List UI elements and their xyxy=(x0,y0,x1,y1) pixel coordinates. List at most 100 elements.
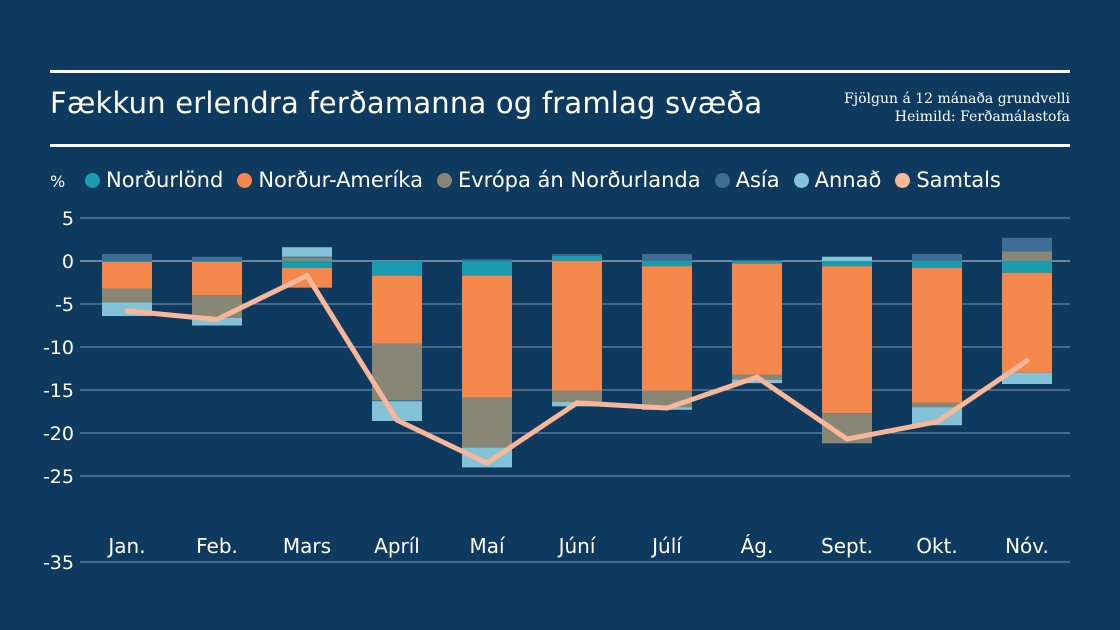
legend-item-evropa: Evrópa án Norðurlanda xyxy=(436,168,701,192)
legend-item-samtals: Samtals xyxy=(895,168,1001,192)
line-point xyxy=(214,316,220,322)
line-point xyxy=(484,460,490,466)
bar-evr-pa-n-nor-urlanda xyxy=(1002,251,1052,261)
line-point xyxy=(394,417,400,423)
bar-nor-url-nd xyxy=(642,261,692,267)
y-tick-label: -5 xyxy=(55,294,74,316)
line-point xyxy=(664,405,670,411)
bar-nor-url-nd xyxy=(822,261,872,267)
legend-item-annad: Annað xyxy=(793,168,882,192)
y-tick-label: 0 xyxy=(62,251,74,273)
bar-nor-ur-amer-ka xyxy=(192,261,242,296)
bar-nor-ur-amer-ka xyxy=(912,267,962,403)
legend-swatch xyxy=(85,172,100,188)
legend-label: Annað xyxy=(814,168,882,192)
bar-as-a xyxy=(102,254,152,261)
legend-label: Asía xyxy=(735,168,780,192)
bar-nor-url-nd xyxy=(1002,261,1052,274)
y-tick-label: -10 xyxy=(43,337,74,359)
bar-nor-ur-amer-ka xyxy=(732,263,782,375)
bottom-rule xyxy=(50,144,1070,147)
bar-anna- xyxy=(282,247,332,257)
bar-nor-ur-amer-ka xyxy=(552,261,602,391)
bar-as-a xyxy=(282,256,332,258)
legend-item-asia: Asía xyxy=(714,168,780,192)
y-tick-label: 5 xyxy=(62,208,74,230)
bar-as-a xyxy=(552,254,602,256)
bar-evr-pa-n-nor-urlanda xyxy=(102,288,152,303)
x-tick-label: Júlí xyxy=(650,534,683,558)
legend-swatch xyxy=(714,172,730,188)
chart-title: Fækkun erlendra ferðamanna og framlag sv… xyxy=(50,86,763,120)
bar-anna- xyxy=(1002,372,1052,384)
legend-swatch xyxy=(436,172,452,188)
bar-as-a xyxy=(192,256,242,261)
legend-label: Samtals xyxy=(916,168,1001,192)
bar-nor-url-nd xyxy=(552,255,602,261)
bar-nor-url-nd xyxy=(372,261,422,276)
legend-label: Norður-Ameríka xyxy=(258,168,423,192)
y-axis-unit: % xyxy=(50,172,66,191)
bar-nor-ur-amer-ka xyxy=(642,266,692,391)
bar-nor-url-nd xyxy=(732,261,782,264)
bar-nor-ur-amer-ka xyxy=(822,266,872,414)
bar-anna- xyxy=(732,379,782,384)
bar-evr-pa-n-nor-urlanda xyxy=(282,257,332,261)
bar-nor-ur-amer-ka xyxy=(462,275,512,398)
line-point xyxy=(304,273,310,279)
bar-nor-url-nd xyxy=(912,261,962,268)
chart-source: Heimild: Ferðamálastofa xyxy=(894,109,1070,125)
bar-nor-ur-amer-ka xyxy=(102,261,152,289)
bar-anna- xyxy=(372,401,422,421)
line-point xyxy=(1024,358,1030,364)
bar-nor-ur-amer-ka xyxy=(1002,273,1052,373)
x-tick-label: Mars xyxy=(283,534,331,558)
x-tick-label: Ág. xyxy=(741,534,774,558)
bar-as-a xyxy=(1002,237,1052,252)
x-tick-label: Júní xyxy=(557,534,597,558)
line-point xyxy=(934,419,940,425)
chart-subtitle: Fjölgun á 12 mánaða grundvelli xyxy=(844,91,1070,107)
x-tick-label: Maí xyxy=(469,534,506,558)
bar-nor-ur-amer-ka xyxy=(372,275,422,344)
y-tick-label: -35 xyxy=(43,552,74,574)
chart-meta: Fjölgun á 12 mánaða grundvelli Heimild: … xyxy=(844,90,1070,126)
bar-nor-url-nd xyxy=(102,261,152,262)
bar-evr-pa-n-nor-urlanda xyxy=(912,402,962,408)
x-tick-label: Apríl xyxy=(374,534,420,558)
line-point xyxy=(574,400,580,406)
x-tick-label: Nóv. xyxy=(1005,534,1049,558)
legend-label: Evrópa án Norðurlanda xyxy=(457,168,701,192)
bar-evr-pa-n-nor-urlanda xyxy=(552,390,602,403)
legend-swatch xyxy=(793,172,809,188)
bar-nor-url-nd xyxy=(192,261,242,262)
x-tick-label: Okt. xyxy=(916,534,958,558)
legend-label: Norðurlönd xyxy=(106,168,224,192)
legend-item-nordurlond: Norðurlönd xyxy=(85,168,223,192)
y-tick-label: -20 xyxy=(43,423,74,445)
bar-as-a xyxy=(462,259,512,261)
legend: Norðurlönd Norður-Ameríka Evrópa án Norð… xyxy=(85,168,1001,192)
line-point xyxy=(754,374,760,380)
bar-as-a xyxy=(912,254,962,261)
bar-nor-url-nd xyxy=(282,261,332,268)
line-point xyxy=(844,436,850,442)
y-tick-label: -25 xyxy=(43,466,74,488)
bar-evr-pa-n-nor-urlanda xyxy=(462,397,512,448)
line-point xyxy=(124,308,130,314)
x-tick-label: Jan. xyxy=(106,534,145,558)
bar-as-a xyxy=(732,260,782,261)
legend-swatch xyxy=(237,172,253,188)
legend-item-nordur-amerika: Norður-Ameríka xyxy=(237,168,423,192)
x-tick-label: Sept. xyxy=(821,534,873,558)
bar-as-a xyxy=(642,254,692,261)
x-tick-label: Feb. xyxy=(196,534,238,558)
y-tick-label: -15 xyxy=(43,380,74,402)
legend-swatch xyxy=(895,172,911,188)
top-rule xyxy=(50,70,1070,73)
bar-anna- xyxy=(822,256,872,261)
bar-nor-url-nd xyxy=(462,261,512,276)
bar-as-a xyxy=(372,400,422,402)
bar-evr-pa-n-nor-urlanda xyxy=(192,295,242,318)
